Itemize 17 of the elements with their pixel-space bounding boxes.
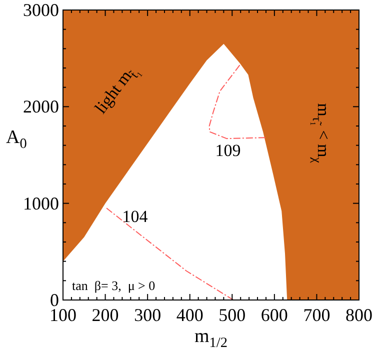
line-series: [208, 64, 267, 140]
y-tick-label: 1000: [23, 193, 59, 214]
annotation: 109: [215, 141, 241, 160]
y-tick-label: 2000: [23, 96, 59, 117]
x-tick-label: 200: [92, 305, 119, 325]
annotation: 104: [122, 207, 148, 226]
x-axis-title: m$_{1/2}$: [194, 326, 228, 351]
line-series: [106, 208, 234, 300]
annotation: tan β= 3, μ > 0: [72, 278, 156, 293]
x-tick-label: 500: [218, 305, 246, 325]
x-tick-label: 800: [346, 305, 372, 325]
x-tick-label: 300: [134, 305, 162, 325]
y-tick-label: 3000: [23, 0, 59, 20]
x-tick-label: 600: [260, 305, 288, 325]
x-tick-label: 400: [176, 305, 204, 325]
x-tick-label: 700: [303, 305, 330, 325]
y-axis-title: A$_{0}$: [6, 127, 27, 152]
